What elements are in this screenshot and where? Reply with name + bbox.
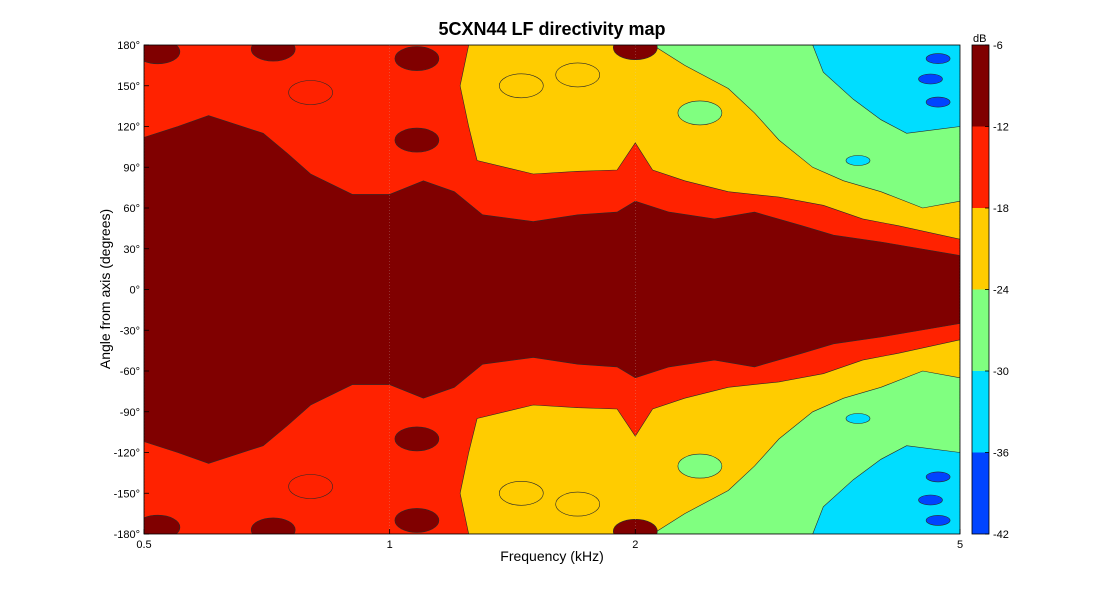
blob-level-30db-0-bottom xyxy=(845,413,871,424)
region-level-6db xyxy=(144,115,960,464)
blob-level-6db-1-bottom xyxy=(250,517,296,534)
colorbar-tick-label: -36 xyxy=(993,448,1009,460)
blob-level-18db-0-bottom xyxy=(498,480,544,506)
x-axis: 0.5 1 2 5 xyxy=(136,529,963,551)
blob-level-18db-1-bottom xyxy=(555,491,601,517)
colorbar-band xyxy=(972,452,989,534)
y-tick-label: 120° xyxy=(117,122,140,134)
y-tick-label: -120° xyxy=(114,448,140,460)
blob-level-24db-0-bottom xyxy=(677,453,723,479)
blob-level-24db-0-top xyxy=(677,100,723,126)
colorbar-tick-label: -18 xyxy=(993,203,1009,215)
x-tick-label: 1 xyxy=(387,539,393,551)
y-tick-label: -30° xyxy=(120,325,140,337)
chart-title: 5CXN44 LF directivity map xyxy=(438,19,665,39)
blob-level-18db-1-top xyxy=(555,62,601,88)
colorbar-tick-label: -6 xyxy=(993,40,1003,52)
colorbar-band xyxy=(972,208,989,290)
colorbar-band xyxy=(972,45,989,127)
colorbar-tick-label: -24 xyxy=(993,285,1009,297)
blob-level-6db-0-top xyxy=(144,45,181,65)
blob-level-30db-0-top xyxy=(845,155,871,166)
y-tick-label: 90° xyxy=(123,162,140,174)
blob-level-6db-4-top xyxy=(613,45,658,60)
blob-level-6db-2-bottom xyxy=(394,508,440,533)
colorbar: -6 -12 -18 -24 -30 -36 -42 xyxy=(971,40,1009,541)
y-tick-label: 0° xyxy=(129,285,140,297)
blob-level-36db-1-bottom xyxy=(918,494,943,506)
y-tick-label: 30° xyxy=(123,244,140,256)
colorbar-band xyxy=(972,371,989,453)
blob-level-12db-0-bottom xyxy=(288,474,333,499)
y-axis-label: Angle from axis (degrees) xyxy=(97,209,113,369)
blob-level-18db-0-top xyxy=(498,73,544,99)
y-axis: 180° 150° 120° 90° 60° 30° 0° -30° -60° -90° -120°… xyxy=(114,40,149,541)
x-tick-label: 2 xyxy=(632,539,638,551)
blob-level-36db-2-top xyxy=(925,96,951,108)
x-axis-label: Frequency (kHz) xyxy=(500,548,603,564)
colorbar-band xyxy=(972,126,989,208)
blob-level-36db-0-top xyxy=(925,53,951,64)
y-tick-label: -90° xyxy=(120,407,140,419)
blob-level-6db-3-bottom xyxy=(394,426,440,452)
blob-level-36db-2-bottom xyxy=(925,471,951,483)
y-tick-label: -60° xyxy=(120,366,140,378)
x-tick-label: 5 xyxy=(957,539,963,551)
y-tick-label: 150° xyxy=(117,81,140,93)
y-tick-label: -180° xyxy=(114,529,140,541)
blob-level-6db-2-top xyxy=(394,46,440,71)
colorbar-tick-label: -42 xyxy=(993,529,1009,541)
blob-level-6db-0-bottom xyxy=(144,514,181,534)
y-tick-label: 180° xyxy=(117,40,140,52)
colorbar-tick-label: -30 xyxy=(993,366,1009,378)
blob-level-12db-0-top xyxy=(288,80,333,105)
blob-level-6db-3-top xyxy=(394,127,440,153)
colorbar-tick-label: -12 xyxy=(993,122,1009,134)
blob-level-36db-1-top xyxy=(918,73,943,85)
blob-level-6db-1-top xyxy=(250,45,296,62)
colorbar-unit-label: dB xyxy=(973,33,986,45)
y-tick-label: 60° xyxy=(123,203,140,215)
blob-level-36db-0-bottom xyxy=(925,515,951,526)
x-tick-label: 0.5 xyxy=(136,539,151,551)
plot-area xyxy=(144,45,960,534)
y-tick-label: -150° xyxy=(114,488,140,500)
colorbar-band xyxy=(972,289,989,371)
